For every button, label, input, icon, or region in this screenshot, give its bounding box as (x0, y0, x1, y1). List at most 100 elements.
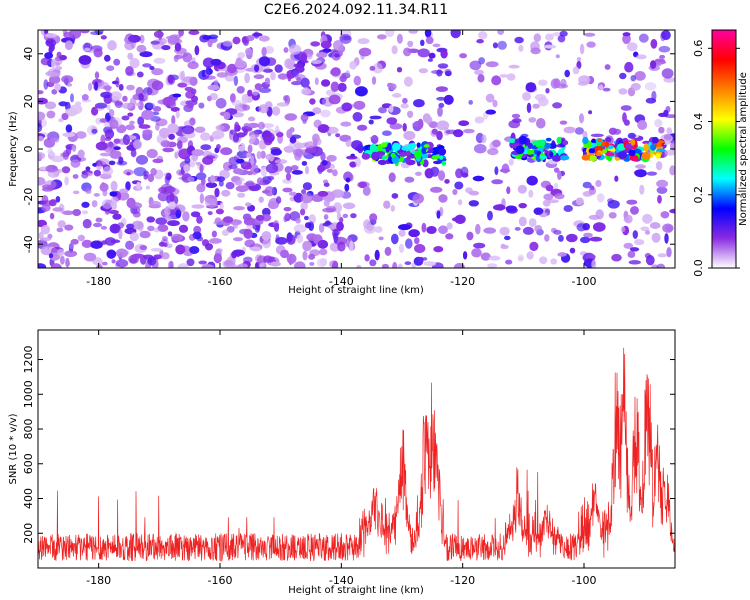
heatmap-cell (184, 86, 194, 92)
heatmap-cell (263, 68, 273, 73)
heatmap-cell (64, 250, 78, 257)
heatmap-cell (300, 113, 309, 122)
heatmap-cell (149, 200, 161, 208)
heatmap-cell (100, 91, 113, 99)
heatmap-hotspot-cell (369, 144, 377, 152)
heatmap-cell (649, 222, 661, 229)
heatmap-cell (590, 133, 604, 138)
heatmap-cell (624, 61, 634, 73)
heatmap-cell (466, 231, 474, 241)
heatmap-cell (249, 246, 261, 251)
heatmap-cell (199, 164, 204, 173)
heatmap-cell (534, 94, 547, 101)
heatmap-cell (258, 35, 270, 42)
heatmap-cell (461, 172, 469, 178)
heatmap-cell (302, 250, 308, 261)
heatmap-cell (60, 255, 65, 265)
heatmap-cell (245, 202, 252, 207)
heatmap-cell (318, 223, 325, 233)
heatmap-cell (122, 95, 128, 102)
heatmap-cell (262, 239, 271, 249)
snr-series-line (38, 347, 675, 562)
heatmap-cell (205, 155, 216, 159)
heatmap-cell (487, 210, 493, 221)
heatmap-cell (109, 119, 119, 129)
heatmap-cell (378, 236, 384, 241)
heatmap-cell (305, 165, 309, 175)
heatmap-cell (243, 228, 253, 239)
heatmap-cell (644, 230, 651, 235)
y-tick-label: 400 (22, 488, 35, 509)
heatmap-cell (130, 149, 137, 158)
heatmap-cell (51, 89, 58, 95)
heatmap-cell (305, 53, 313, 60)
heatmap-cell (576, 57, 582, 62)
heatmap-cell (554, 167, 560, 173)
heatmap-cell (48, 136, 54, 143)
heatmap-cell (290, 165, 299, 171)
heatmap-cell (322, 48, 332, 53)
heatmap-cell (468, 100, 474, 105)
heatmap-cell (167, 123, 179, 134)
heatmap-cell (544, 234, 550, 242)
heatmap-cell (81, 239, 93, 248)
heatmap-hotspot-cell (371, 151, 379, 161)
heatmap-cell (308, 221, 315, 231)
heatmap-cell (180, 70, 185, 82)
heatmap-cell (64, 108, 78, 117)
heatmap-cell (194, 126, 206, 133)
heatmap-cell (534, 225, 543, 233)
heatmap-cell (284, 94, 291, 105)
heatmap-cell (165, 172, 172, 181)
heatmap-cell (129, 232, 139, 242)
heatmap-cell (304, 147, 317, 154)
heatmap-cell (138, 124, 151, 129)
heatmap-hotspot-cell (531, 145, 536, 150)
heatmap-cell (591, 259, 597, 268)
heatmap-cell (564, 69, 570, 78)
heatmap-cell (301, 88, 312, 95)
heatmap-cell (71, 144, 77, 152)
heatmap-cell (81, 201, 90, 208)
heatmap-cell (93, 193, 100, 197)
heatmap-cell (622, 33, 631, 45)
spectrogram-panel: -180 -160 -140 -120 -100 -40 -20 0 20 40 Height o… (8, 29, 676, 296)
heatmap-cell (113, 58, 121, 66)
heatmap-cell (284, 166, 293, 174)
heatmap-cell (100, 35, 107, 40)
heatmap-cell (655, 58, 665, 63)
heatmap-cell (110, 91, 122, 101)
heatmap-cell (135, 154, 149, 165)
heatmap-cell (333, 40, 344, 51)
heatmap-cell (112, 80, 119, 85)
heatmap-cell (352, 112, 363, 122)
heatmap-cell (244, 72, 250, 84)
heatmap-cell (474, 116, 485, 124)
heatmap-cell (121, 102, 133, 110)
heatmap-cell (334, 53, 340, 58)
heatmap-cell (138, 93, 144, 101)
heatmap-cell (508, 120, 520, 129)
heatmap-cell (550, 258, 558, 265)
heatmap-cell (201, 264, 215, 268)
heatmap-cell (543, 44, 557, 49)
heatmap-cell (450, 30, 461, 39)
heatmap-cell (300, 192, 313, 204)
heatmap-cell (522, 92, 531, 101)
heatmap-cell (145, 185, 150, 190)
heatmap-cell (61, 75, 74, 84)
heatmap-cell (323, 199, 330, 207)
heatmap-cell (207, 38, 213, 48)
heatmap-cell (321, 160, 328, 166)
heatmap-cell (261, 231, 272, 241)
heatmap-cell (332, 260, 339, 268)
heatmap-cell (186, 258, 195, 267)
heatmap-cell (38, 90, 44, 95)
heatmap-cell (566, 233, 578, 243)
heatmap-cell (85, 187, 92, 194)
heatmap-cell (335, 133, 341, 138)
heatmap-cell (482, 112, 489, 120)
heatmap-cell (288, 140, 302, 151)
heatmap-cell (150, 40, 160, 45)
heatmap-cell (233, 206, 245, 211)
